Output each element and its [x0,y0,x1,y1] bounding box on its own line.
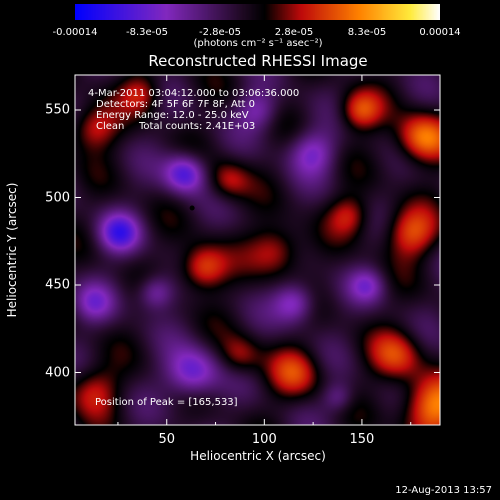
x-tick-label: 100 [251,432,277,447]
annotation-detectors: Detectors: 4F 5F 6F 7F 8F, Att 0 [96,99,256,110]
plot-area [75,75,440,425]
heatmap-image [75,75,440,425]
annotation-time-range: 4-Mar-2011 03:04:12.000 to 03:06:36.000 [88,88,300,99]
colorbar-tick-label: 2.8e-05 [274,27,314,38]
y-tick-label: 450 [45,277,70,293]
annotation-total-counts: Total counts: 2.41E+03 [139,121,256,132]
y-tick-label: 500 [45,190,70,205]
annotation-energy-range: Energy Range: 12.0 - 25.0 keV [96,110,249,121]
axis-tick-marks [75,75,440,425]
chart-title: Reconstructed RHESSI Image [148,52,368,70]
footer-date: 12-Aug-2013 13:57 [395,485,492,496]
x-axis-label: Heliocentric X (arcsec) [190,449,326,463]
x-tick-label: 150 [349,432,375,447]
colorbar-tick-label: 8.3e-05 [347,27,387,38]
minimum-marker [189,205,195,211]
colorbar [75,4,440,20]
colorbar-tick-label: -8.3e-05 [126,27,168,38]
colorbar-unit-label: (photons cm⁻² s⁻¹ asec⁻²) [193,38,323,49]
annotation-peak-position: Position of Peak = [165,533] [95,397,238,408]
colorbar-tick-label: 0.00014 [419,27,461,38]
x-tick-label: 50 [158,432,176,447]
y-axis-label: Heliocentric Y (arcsec) [5,182,19,318]
y-tick-label: 400 [45,365,70,380]
annotation-method: Clean [96,121,125,132]
y-tick-label: 550 [45,102,70,118]
colorbar-tick-label: -2.8e-05 [199,27,241,38]
plot-border [74,74,441,426]
colorbar-tick-label: -0.00014 [52,27,98,38]
